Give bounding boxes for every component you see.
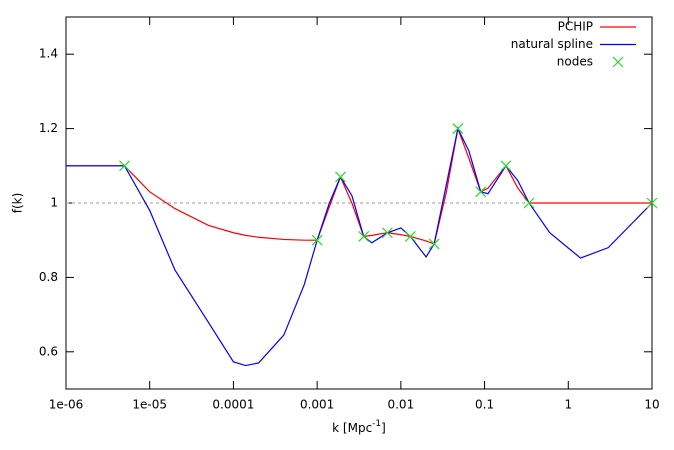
node-marker [428, 238, 440, 250]
node-marker [646, 197, 658, 209]
y-tick-label: 1.4 [39, 47, 58, 61]
node-marker [311, 234, 323, 246]
y-tick-label: 0.8 [39, 270, 58, 284]
node-marker [119, 160, 130, 172]
x-tick-label: 0.001 [300, 398, 334, 412]
x-tick-label: 0.01 [387, 398, 414, 412]
x-label-sup: -1 [372, 419, 381, 429]
series-line [66, 126, 653, 367]
y-tick-label: 1 [50, 196, 58, 210]
x-tick-label: 10 [644, 398, 659, 412]
x-tick-label: 1e-06 [49, 398, 84, 412]
node-marker [452, 123, 464, 135]
x-label-end: ] [381, 421, 386, 435]
x-tick-label: 0.0001 [212, 398, 254, 412]
node-marker [381, 227, 393, 239]
series-line [66, 126, 652, 245]
x-tick-label: 0.1 [475, 398, 494, 412]
x-tick-label: 1e-05 [132, 398, 167, 412]
node-marker [475, 186, 487, 198]
node-marker [500, 160, 512, 172]
node-marker [404, 231, 416, 242]
legend-label: PCHIP [558, 20, 593, 34]
node-marker [358, 231, 370, 242]
node-marker [523, 197, 535, 209]
y-tick-label: 0.6 [39, 344, 58, 358]
y-tick-label: 1.2 [39, 121, 58, 135]
legend-marker [612, 56, 624, 68]
x-tick-label: 1 [564, 398, 572, 412]
node-marker [335, 171, 346, 183]
x-axis-label: k [Mpc-1] [332, 419, 386, 435]
legend-label: natural spline [511, 37, 593, 51]
y-axis-label: f(k) [11, 193, 25, 214]
x-label-main: k [Mpc [332, 421, 372, 435]
legend-label: nodes [557, 55, 593, 69]
